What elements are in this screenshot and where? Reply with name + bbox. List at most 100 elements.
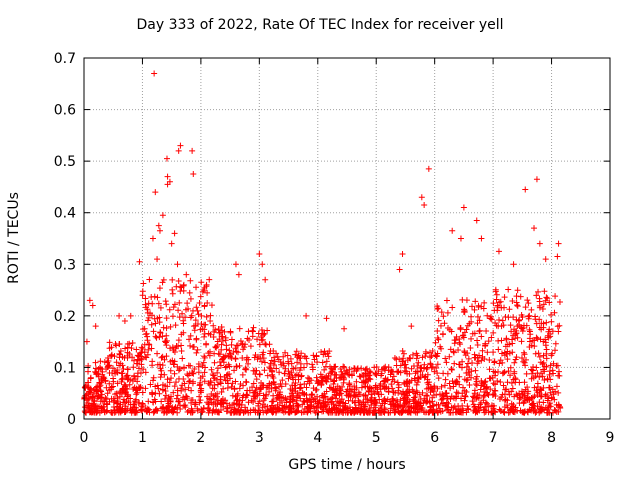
scatter-point [421, 374, 428, 381]
y-tick-label: 0.7 [54, 51, 76, 67]
scatter-point [233, 392, 240, 399]
scatter-point [211, 359, 218, 366]
scatter-point [131, 357, 138, 364]
scatter-point [529, 370, 536, 377]
scatter-point [178, 385, 185, 392]
scatter-point [526, 328, 533, 335]
scatter-point [330, 401, 337, 408]
scatter-point [243, 356, 250, 363]
scatter-point [88, 405, 95, 412]
scatter-point [280, 353, 287, 360]
scatter-point [208, 302, 215, 309]
scatter-point [453, 394, 460, 401]
scatter-point [353, 378, 360, 385]
scatter-point [121, 318, 128, 325]
scatter-point [136, 399, 143, 406]
scatter-point [351, 365, 358, 372]
scatter-point [217, 329, 224, 336]
scatter-point [119, 387, 126, 394]
scatter-point [181, 396, 188, 403]
scatter-point [131, 384, 138, 391]
scatter-point [216, 351, 223, 358]
scatter-point [156, 227, 163, 234]
scatter-point [206, 348, 213, 355]
scatter-point [132, 398, 139, 405]
scatter-point [363, 396, 370, 403]
scatter-point [133, 360, 140, 367]
scatter-point [450, 383, 457, 390]
scatter-point [223, 372, 230, 379]
scatter-point [490, 329, 497, 336]
scatter-point [158, 354, 165, 361]
scatter-point [279, 377, 286, 384]
scatter-point [171, 361, 178, 368]
scatter-point [250, 324, 257, 331]
scatter-point [501, 391, 508, 398]
scatter-point [171, 405, 178, 412]
scatter-point [261, 359, 268, 366]
scatter-point [222, 334, 229, 341]
scatter-point [484, 349, 491, 356]
scatter-point [208, 366, 215, 373]
scatter-point [468, 318, 475, 325]
scatter-point [382, 406, 389, 413]
scatter-point [533, 176, 540, 183]
scatter-point [186, 336, 193, 343]
scatter-point [481, 388, 488, 395]
scatter-point [391, 355, 398, 362]
scatter-point [217, 373, 224, 380]
scatter-point [366, 375, 373, 382]
scatter-point [139, 407, 146, 414]
scatter-point [226, 347, 233, 354]
scatter-point [236, 325, 243, 332]
scatter-point [129, 339, 136, 346]
scatter-point [476, 407, 483, 414]
scatter-point [205, 409, 212, 416]
scatter-point [150, 328, 157, 335]
scatter-point [112, 341, 119, 348]
scatter-point [526, 312, 533, 319]
scatter-point [274, 353, 281, 360]
scatter-point [549, 328, 556, 335]
scatter-point [181, 365, 188, 372]
scatter-point [536, 324, 543, 331]
scatter-point [160, 276, 167, 283]
scatter-point [509, 385, 516, 392]
scatter-point [267, 360, 274, 367]
scatter-point [239, 340, 246, 347]
scatter-point [262, 276, 269, 283]
scatter-point [177, 283, 184, 290]
scatter-point [211, 375, 218, 382]
x-tick-label: 4 [313, 430, 322, 446]
scatter-point [488, 313, 495, 320]
scatter-point [252, 409, 259, 416]
scatter-point [174, 363, 181, 370]
scatter-point [457, 325, 464, 332]
scatter-point [548, 318, 555, 325]
scatter-point [441, 320, 448, 327]
scatter-point [428, 352, 435, 359]
scatter-point [529, 367, 536, 374]
scatter-point [481, 299, 488, 306]
scatter-point [198, 385, 205, 392]
scatter-point [289, 387, 296, 394]
scatter-point [227, 328, 234, 335]
scatter-point [314, 359, 321, 366]
scatter-point [214, 365, 221, 372]
scatter-point [260, 332, 267, 339]
y-axis-label: ROTI / TECUs [6, 192, 22, 284]
scatter-point [87, 408, 94, 415]
scatter-point [449, 304, 456, 311]
scatter-point [87, 389, 94, 396]
scatter-point [151, 293, 158, 300]
scatter-point [169, 276, 176, 283]
scatter-point [174, 392, 181, 399]
scatter-point [495, 248, 502, 255]
scatter-point [403, 390, 410, 397]
scatter-point [415, 359, 422, 366]
scatter-point [315, 379, 322, 386]
scatter-point [555, 328, 562, 335]
scatter-point [285, 375, 292, 382]
scatter-point [97, 398, 104, 405]
scatter-point [199, 373, 206, 380]
